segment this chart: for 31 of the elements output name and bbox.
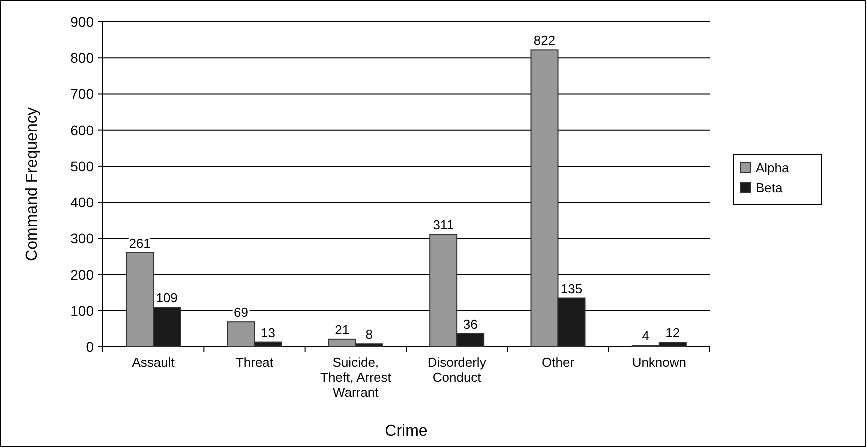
legend-label: Beta <box>756 180 784 196</box>
y-tick-label: 200 <box>70 266 94 283</box>
data-label: 12 <box>666 326 680 341</box>
data-label: 311 <box>433 218 454 233</box>
y-tick-label: 300 <box>70 230 94 247</box>
data-label: 13 <box>261 325 276 340</box>
data-label: 8 <box>366 327 374 342</box>
y-tick-label: 700 <box>70 86 94 102</box>
data-label: 135 <box>560 281 583 296</box>
x-tick-label: Other <box>542 355 576 370</box>
data-label: 36 <box>463 317 478 332</box>
data-label: 21 <box>335 322 350 338</box>
data-label: 109 <box>156 290 178 306</box>
data-label: 822 <box>534 33 556 48</box>
x-tick-label: Assault <box>132 355 176 370</box>
x-tick-label: Threat <box>236 355 274 370</box>
x-tick-label: Suicide, Theft, Arrest Warrant <box>320 355 392 400</box>
x-tick-label: Unknown <box>632 355 687 370</box>
y-tick-label: 800 <box>70 50 94 66</box>
x-axis-title: Crime <box>385 423 428 440</box>
legend-label: Alpha <box>756 160 790 176</box>
data-label: 261 <box>129 236 151 251</box>
y-tick-label: 500 <box>70 158 94 174</box>
y-tick-label: 100 <box>70 302 94 319</box>
y-tick-label: 900 <box>70 14 94 30</box>
y-tick-label: 600 <box>70 122 94 138</box>
y-tick-label: 0 <box>86 339 94 355</box>
x-tick-label: Disorderly Conduct <box>428 355 487 385</box>
data-label: 4 <box>642 328 650 344</box>
y-axis-title: Command Frequency <box>24 108 41 262</box>
y-tick-label: 400 <box>70 194 94 211</box>
